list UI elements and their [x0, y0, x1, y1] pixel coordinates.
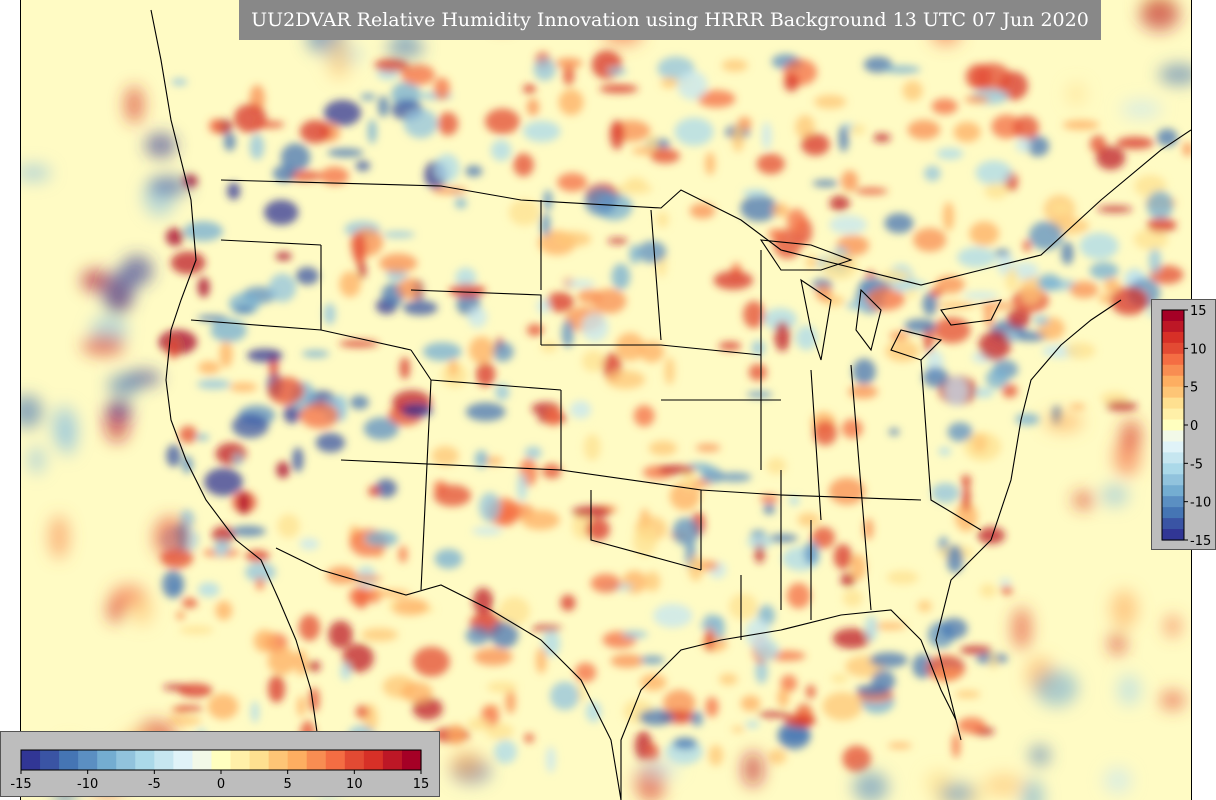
us-canada-border	[220, 129, 1191, 286]
horizontal-colorbar-cells	[21, 750, 422, 770]
atlantic-coast	[935, 299, 1122, 721]
colorbar-cell	[1162, 408, 1184, 421]
colorbar-cell	[173, 750, 194, 770]
colorbar-tick-label: 5	[1190, 381, 1198, 396]
colorbar-cell	[1162, 397, 1184, 410]
colorbar-cell	[1162, 386, 1184, 399]
horizontal-colorbar-ticks: -15 -10 -5 0 5 10 15	[10, 770, 429, 792]
colorbar-cell	[344, 750, 365, 770]
map-title: UU2DVAR Relative Humidity Innovation usi…	[239, 0, 1101, 40]
colorbar-cell	[363, 750, 384, 770]
colorbar-tick-label: 10	[346, 777, 363, 792]
colorbar-cell	[1162, 375, 1184, 388]
colorbar-cell	[1162, 430, 1184, 443]
colorbar-cell	[21, 750, 41, 770]
colorbar-cell	[1162, 507, 1184, 519]
colorbar-cell	[116, 750, 136, 770]
colorbar-cell	[211, 750, 232, 770]
colorbar-tick-label: 10	[1190, 342, 1207, 357]
horizontal-colorbar-graphic: -15 -10 -5 0 5 10 15	[10, 749, 429, 792]
colorbar-cell	[1162, 331, 1184, 344]
colorbar-cell	[230, 750, 251, 770]
colorbar-cell	[382, 750, 403, 770]
colorbar-cell	[1162, 342, 1184, 355]
colorbar-tick-label: 15	[413, 777, 430, 792]
colorbar-cell	[1162, 320, 1184, 333]
colorbar-tick-label: -15	[10, 777, 31, 792]
colorbar-cell	[97, 750, 117, 770]
horizontal-colorbar: -15 -10 -5 0 5 10 15	[0, 731, 440, 797]
innovation-map	[21, 0, 1191, 800]
vertical-colorbar: 15 10 5 0 -5 -10 -15	[1151, 299, 1216, 550]
colorbar-cell	[154, 750, 174, 770]
great-lakes	[759, 239, 1002, 361]
colorbar-cell	[1162, 364, 1184, 377]
colorbar-tick-label: -5	[1190, 457, 1203, 472]
colorbar-cell	[1162, 474, 1184, 486]
colorbar-tick-label: 15	[1190, 304, 1207, 319]
gulf-coast	[620, 609, 962, 800]
colorbar-tick-label: 0	[217, 777, 225, 792]
colorbar-tick-label: 0	[1190, 419, 1198, 434]
us-mexico-border	[275, 547, 622, 800]
colorbar-cell	[287, 750, 308, 770]
colorbar-tick-label: 5	[284, 777, 292, 792]
us-coastline-west	[150, 9, 322, 761]
colorbar-tick-label: -10	[1190, 496, 1211, 511]
colorbar-cell	[325, 750, 346, 770]
colorbar-cell	[1162, 485, 1184, 497]
colorbar-cell	[1162, 529, 1184, 541]
colorbar-tick-label: -10	[77, 777, 98, 792]
colorbar-cell	[268, 750, 289, 770]
colorbar-cell	[1162, 452, 1184, 464]
colorbar-cell	[78, 750, 98, 770]
colorbar-cell	[1162, 353, 1184, 366]
colorbar-cell	[306, 750, 327, 770]
colorbar-cell	[1162, 496, 1184, 508]
colorbar-tick-label: -15	[1190, 534, 1211, 549]
colorbar-cell	[40, 750, 60, 770]
colorbar-cell	[401, 750, 422, 770]
colorbar-tick-label: -5	[148, 777, 161, 792]
boundaries	[150, 9, 1191, 800]
colorbar-cell	[135, 750, 155, 770]
map-area	[20, 0, 1192, 800]
colorbar-cell	[1162, 419, 1184, 432]
colorbar-cell	[59, 750, 79, 770]
colorbar-cell	[249, 750, 270, 770]
state-lines	[190, 200, 982, 640]
vertical-colorbar-ticks: 15 10 5 0 -5 -10 -15	[1184, 304, 1211, 549]
colorbar-cell	[1162, 463, 1184, 475]
colorbar-cell	[1162, 441, 1184, 453]
colorbar-cell	[1162, 518, 1184, 530]
colorbar-cell	[192, 750, 213, 770]
colorbar-cell	[1162, 310, 1184, 322]
vertical-colorbar-cells	[1162, 310, 1184, 541]
vertical-colorbar-graphic: 15 10 5 0 -5 -10 -15	[1161, 304, 1211, 549]
